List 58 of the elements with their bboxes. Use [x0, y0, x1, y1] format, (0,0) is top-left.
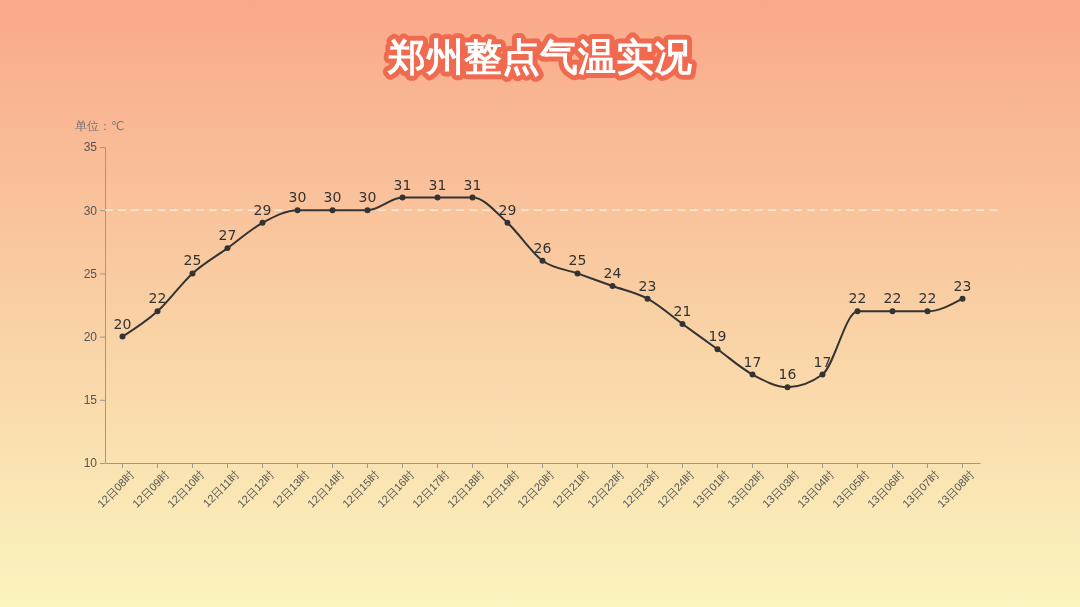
- data-label: 19: [708, 328, 727, 345]
- data-label: 16: [778, 366, 797, 383]
- point: [539, 257, 546, 264]
- data-label: 30: [323, 189, 342, 206]
- data-label: 29: [253, 201, 272, 218]
- y-tick-label: 35: [83, 140, 98, 155]
- data-label: 22: [148, 290, 167, 307]
- point: [889, 308, 896, 315]
- point: [189, 270, 196, 277]
- point: [714, 346, 721, 353]
- data-label: 17: [743, 353, 762, 370]
- data-label: 23: [953, 277, 972, 294]
- point: [434, 194, 441, 201]
- point: [679, 320, 686, 327]
- y-tick-label: 20: [83, 329, 98, 344]
- data-label: 30: [358, 189, 377, 206]
- data-label: 31: [463, 176, 482, 193]
- chart-title: 郑州整点气温实况: [387, 35, 692, 79]
- y-tick-label: 30: [83, 203, 98, 218]
- point: [259, 219, 266, 226]
- point: [784, 384, 791, 391]
- point: [119, 333, 126, 340]
- point: [469, 194, 476, 201]
- point: [364, 207, 371, 214]
- point: [574, 270, 581, 277]
- point: [154, 308, 161, 315]
- data-label: 22: [848, 290, 867, 307]
- point: [749, 371, 756, 378]
- point: [854, 308, 861, 315]
- point: [224, 245, 231, 252]
- data-label: 23: [638, 277, 657, 294]
- data-label: 25: [183, 252, 202, 269]
- point: [819, 371, 826, 378]
- point: [924, 308, 931, 315]
- point: [399, 194, 406, 201]
- y-tick-label: 25: [83, 266, 98, 281]
- data-label: 22: [918, 290, 937, 307]
- data-label: 17: [813, 353, 832, 370]
- point: [959, 295, 966, 302]
- data-label: 25: [568, 252, 587, 269]
- y-axis-title: 单位：℃: [75, 119, 125, 133]
- data-label: 27: [218, 227, 237, 244]
- point: [504, 219, 511, 226]
- point: [294, 207, 301, 214]
- data-label: 20: [113, 315, 132, 332]
- point: [329, 207, 336, 214]
- y-tick-label: 15: [83, 393, 98, 408]
- data-label: 31: [393, 176, 412, 193]
- data-label: 26: [533, 239, 552, 256]
- data-label: 30: [288, 189, 307, 206]
- point: [644, 295, 651, 302]
- y-tick-label: 10: [83, 456, 98, 471]
- data-label: 21: [673, 302, 692, 319]
- data-label: 22: [883, 290, 902, 307]
- data-label: 29: [498, 201, 517, 218]
- data-label: 31: [428, 176, 447, 193]
- data-label: 24: [603, 265, 622, 282]
- point: [609, 283, 616, 290]
